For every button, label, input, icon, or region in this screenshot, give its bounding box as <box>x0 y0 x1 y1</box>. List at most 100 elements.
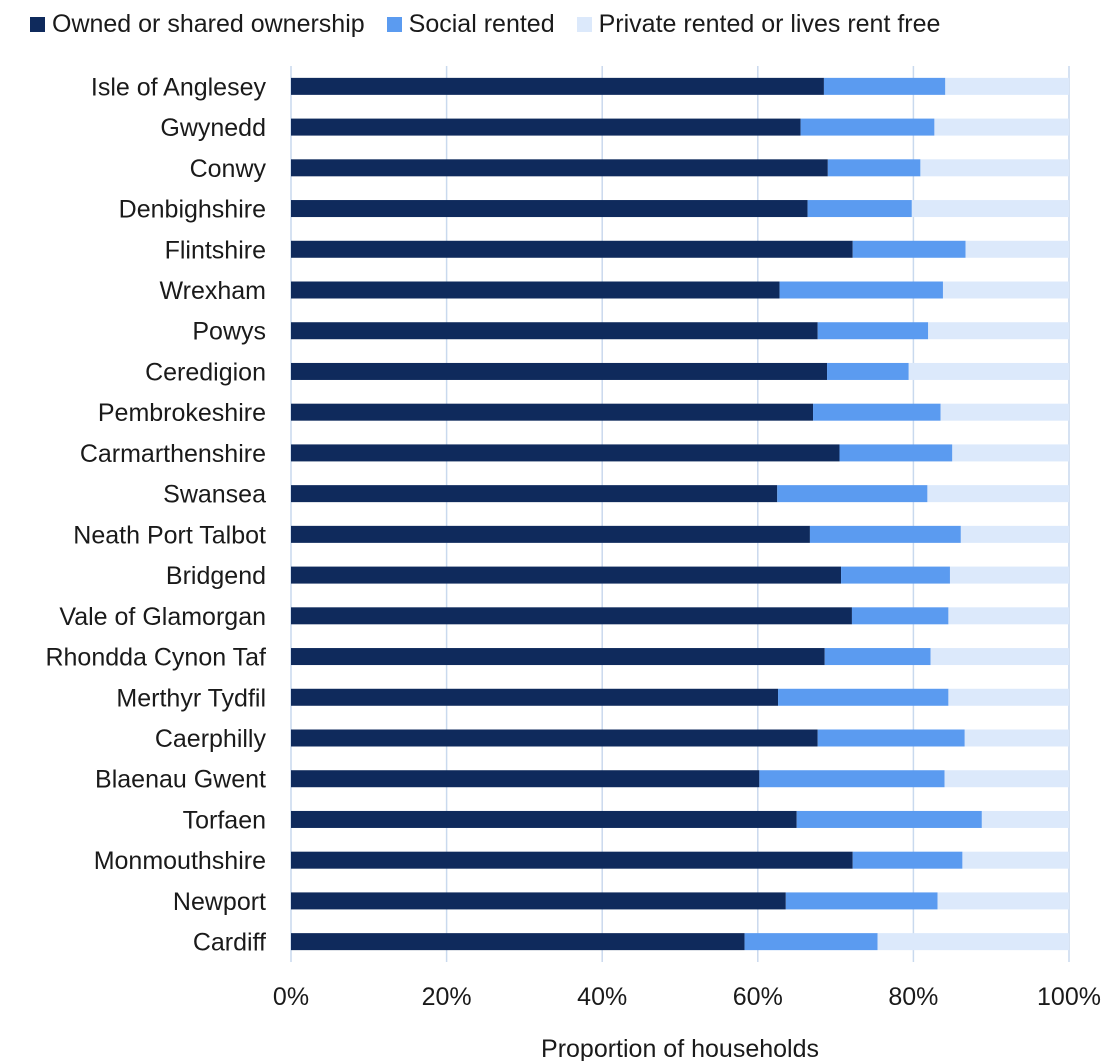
legend: Owned or shared ownership Social rented … <box>30 10 962 39</box>
bar-segment-series-0[interactable] <box>291 281 780 299</box>
legend-swatch-owned <box>30 17 45 32</box>
bar-segment-series-0[interactable] <box>291 240 853 258</box>
legend-item-social-rented[interactable]: Social rented <box>386 10 555 39</box>
x-tick-label: 0% <box>273 983 309 1011</box>
bar-segment-series-2[interactable] <box>949 566 1069 584</box>
legend-label-private-rented: Private rented or lives rent free <box>598 10 941 38</box>
bar-segment-series-1[interactable] <box>827 159 921 177</box>
bar-segment-series-1[interactable] <box>817 729 965 747</box>
category-label: Powys <box>192 318 266 346</box>
bar-segment-series-0[interactable] <box>291 851 853 869</box>
bar-segment-series-0[interactable] <box>291 688 779 706</box>
bar-segment-series-0[interactable] <box>291 933 745 951</box>
bar-segment-series-1[interactable] <box>807 200 912 218</box>
bar-segment-series-0[interactable] <box>291 77 824 95</box>
bar-segment-series-0[interactable] <box>291 770 760 788</box>
category-label: Blaenau Gwent <box>95 766 266 794</box>
category-label: Vale of Glamorgan <box>59 603 266 631</box>
bar-segment-series-2[interactable] <box>944 770 1069 788</box>
bar-segment-series-1[interactable] <box>813 403 941 421</box>
bar-segment-series-1[interactable] <box>841 566 950 584</box>
bar-segment-series-1[interactable] <box>851 607 949 625</box>
bar-segment-series-1[interactable] <box>796 810 982 828</box>
x-tick-label: 100% <box>1037 983 1101 1011</box>
bar-segment-series-1[interactable] <box>839 444 953 462</box>
bar-segment-series-0[interactable] <box>291 607 852 625</box>
bar-segment-series-2[interactable] <box>952 444 1069 462</box>
legend-label-social-rented: Social rented <box>408 10 555 38</box>
bar-segment-series-2[interactable] <box>945 77 1069 95</box>
bar-segment-series-0[interactable] <box>291 403 814 421</box>
bar-segment-series-0[interactable] <box>291 892 786 910</box>
bar-segment-series-1[interactable] <box>823 77 946 95</box>
bar-segment-series-2[interactable] <box>920 159 1069 177</box>
bar-segment-series-0[interactable] <box>291 159 828 177</box>
category-label: Swansea <box>163 481 266 509</box>
category-label: Flintshire <box>165 236 266 264</box>
bar-segment-series-0[interactable] <box>291 118 801 136</box>
bar-segment-series-1[interactable] <box>759 770 945 788</box>
category-label: Newport <box>173 888 266 916</box>
bar-segment-series-1[interactable] <box>809 525 961 543</box>
bar-segment-series-2[interactable] <box>928 322 1069 340</box>
category-labels: Isle of Anglesey Gwynedd Conwy Denbighshire… <box>45 73 266 956</box>
bar-segment-series-0[interactable] <box>291 566 842 584</box>
bar-segment-series-0[interactable] <box>291 729 818 747</box>
bar-segment-series-2[interactable] <box>908 362 1069 380</box>
category-label: Isle of Anglesey <box>91 73 267 101</box>
legend-item-private-rented[interactable]: Private rented or lives rent free <box>576 10 941 39</box>
legend-swatch-social-rented <box>386 17 402 32</box>
bar-segment-series-2[interactable] <box>911 200 1069 218</box>
bar-segment-series-1[interactable] <box>852 240 966 258</box>
legend-item-owned[interactable]: Owned or shared ownership <box>30 10 365 39</box>
bar-segment-series-2[interactable] <box>942 281 1069 299</box>
bar-segment-series-2[interactable] <box>960 525 1069 543</box>
bar-segment-series-0[interactable] <box>291 525 810 543</box>
legend-label-owned: Owned or shared ownership <box>52 10 365 38</box>
bar-segment-series-0[interactable] <box>291 322 818 340</box>
bar-segment-series-2[interactable] <box>965 240 1069 258</box>
category-label: Bridgend <box>166 562 266 590</box>
bar-segment-series-2[interactable] <box>948 607 1069 625</box>
bar-segment-series-2[interactable] <box>877 933 1069 951</box>
bar-segment-series-1[interactable] <box>779 281 943 299</box>
bar-segment-series-1[interactable] <box>744 933 878 951</box>
bar-segment-series-1[interactable] <box>785 892 938 910</box>
bar-segment-series-1[interactable] <box>852 851 963 869</box>
category-label: Carmarthenshire <box>80 440 266 468</box>
x-tick-label: 20% <box>422 983 472 1011</box>
category-label: Wrexham <box>159 277 266 305</box>
bar-segment-series-2[interactable] <box>934 118 1069 136</box>
category-label: Ceredigion <box>145 358 266 386</box>
bar-segment-series-1[interactable] <box>827 362 909 380</box>
bar-segment-series-2[interactable] <box>930 648 1069 666</box>
bar-segment-series-2[interactable] <box>964 729 1069 747</box>
bar-segment-series-1[interactable] <box>800 118 935 136</box>
bar-segment-series-2[interactable] <box>940 403 1069 421</box>
category-label: Rhondda Cynon Taf <box>45 644 266 672</box>
bar-segment-series-0[interactable] <box>291 810 797 828</box>
bar-segment-series-0[interactable] <box>291 362 828 380</box>
bar-segment-series-1[interactable] <box>824 648 931 666</box>
bar-segment-series-0[interactable] <box>291 444 840 462</box>
bar-segment-series-1[interactable] <box>778 688 949 706</box>
category-label: Torfaen <box>183 806 266 834</box>
bar-segment-series-2[interactable] <box>927 485 1069 503</box>
category-label: Cardiff <box>193 929 266 957</box>
bar-segment-series-2[interactable] <box>948 688 1069 706</box>
category-label: Monmouthshire <box>94 847 266 875</box>
bar-segment-series-2[interactable] <box>962 851 1069 869</box>
bar-segment-series-0[interactable] <box>291 485 778 503</box>
bar-segment-series-0[interactable] <box>291 648 825 666</box>
bars <box>291 77 1069 951</box>
bar-segment-series-0[interactable] <box>291 200 808 218</box>
bar-segment-series-2[interactable] <box>981 810 1069 828</box>
x-axis-title: Proportion of households <box>541 1035 819 1061</box>
category-label: Denbighshire <box>119 196 266 224</box>
category-label: Neath Port Talbot <box>73 521 266 549</box>
bar-segment-series-2[interactable] <box>937 892 1069 910</box>
bar-segment-series-1[interactable] <box>817 322 929 340</box>
bar-segment-series-1[interactable] <box>777 485 928 503</box>
category-label: Pembrokeshire <box>98 399 266 427</box>
